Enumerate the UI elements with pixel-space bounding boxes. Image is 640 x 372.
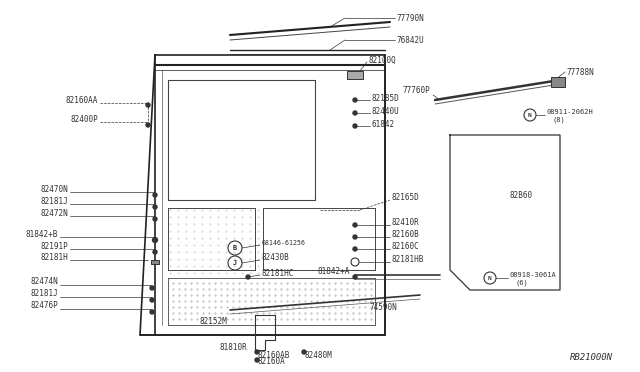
Circle shape <box>255 350 259 354</box>
Text: 76842U: 76842U <box>397 35 425 45</box>
Text: 82181J: 82181J <box>40 196 68 205</box>
Circle shape <box>302 350 306 354</box>
Text: 82181HC: 82181HC <box>262 269 294 278</box>
Circle shape <box>150 298 154 302</box>
Text: 82400P: 82400P <box>70 115 98 124</box>
Text: 82430B: 82430B <box>262 253 290 263</box>
Text: 77790N: 77790N <box>397 13 425 22</box>
Bar <box>551 77 565 87</box>
Text: 82B60: 82B60 <box>510 190 533 199</box>
Circle shape <box>150 286 154 290</box>
Text: 82181HB: 82181HB <box>392 254 424 263</box>
Bar <box>347 71 363 79</box>
Text: 08911-2062H: 08911-2062H <box>547 109 594 115</box>
Text: B: B <box>233 245 237 251</box>
Circle shape <box>246 275 250 279</box>
Circle shape <box>255 358 259 362</box>
Text: 82476P: 82476P <box>30 301 58 311</box>
Circle shape <box>353 223 357 227</box>
Text: 82185D: 82185D <box>372 93 400 103</box>
Text: 82191P: 82191P <box>40 241 68 250</box>
Circle shape <box>146 103 150 107</box>
Text: RB21000N: RB21000N <box>570 353 613 362</box>
Circle shape <box>353 247 357 251</box>
Circle shape <box>153 193 157 197</box>
Text: 08918-3061A: 08918-3061A <box>510 272 557 278</box>
Text: 82160A: 82160A <box>258 357 285 366</box>
Text: 77760P: 77760P <box>403 86 430 94</box>
Circle shape <box>153 205 157 209</box>
Text: 82160AB: 82160AB <box>258 350 291 359</box>
Text: 82152M: 82152M <box>200 317 228 327</box>
Text: (6): (6) <box>516 280 529 286</box>
Text: 81842+A: 81842+A <box>317 267 350 276</box>
Text: 82181H: 82181H <box>40 253 68 262</box>
Circle shape <box>153 217 157 221</box>
Text: (8): (8) <box>553 117 566 123</box>
Text: 82480M: 82480M <box>305 350 333 359</box>
Text: J: J <box>233 260 237 266</box>
Text: 82160B: 82160B <box>392 230 420 238</box>
Text: 82470N: 82470N <box>40 185 68 193</box>
Text: 82165D: 82165D <box>392 192 420 202</box>
Text: N: N <box>528 112 532 118</box>
Circle shape <box>353 275 357 279</box>
Text: N: N <box>488 276 492 280</box>
Text: 81810R: 81810R <box>220 343 248 353</box>
Text: 74590N: 74590N <box>370 304 397 312</box>
Circle shape <box>352 259 358 265</box>
Text: 82440U: 82440U <box>372 106 400 115</box>
Text: 82472N: 82472N <box>40 208 68 218</box>
Circle shape <box>150 310 154 314</box>
Text: 82410R: 82410R <box>392 218 420 227</box>
Text: 61842: 61842 <box>372 119 395 128</box>
Circle shape <box>153 250 157 254</box>
Text: 82100Q: 82100Q <box>369 55 397 64</box>
Circle shape <box>353 235 357 239</box>
Circle shape <box>146 123 150 127</box>
Circle shape <box>353 111 357 115</box>
Text: 82160C: 82160C <box>392 241 420 250</box>
Text: 08146-61256: 08146-61256 <box>262 240 306 246</box>
Circle shape <box>353 98 357 102</box>
Text: 81842+B: 81842+B <box>26 230 58 238</box>
Text: 82474N: 82474N <box>30 278 58 286</box>
Text: 77788N: 77788N <box>567 67 595 77</box>
Circle shape <box>152 237 157 243</box>
Text: 82181J: 82181J <box>30 289 58 298</box>
Bar <box>151 260 159 264</box>
Circle shape <box>353 124 357 128</box>
Text: 82160AA: 82160AA <box>66 96 98 105</box>
